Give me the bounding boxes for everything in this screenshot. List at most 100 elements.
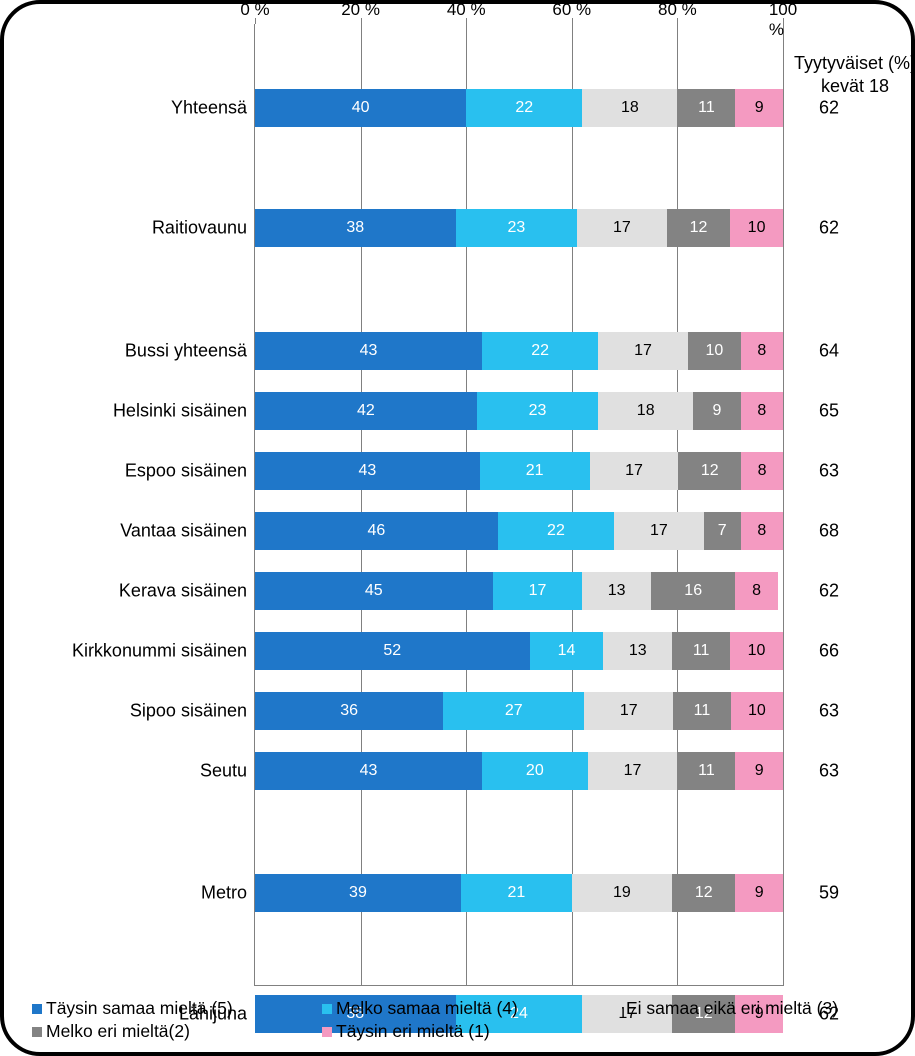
summary-header-line2: kevät 18 xyxy=(821,76,889,96)
legend-item: Melko eri mieltä(2) xyxy=(32,1021,292,1042)
bar-segment: 20 xyxy=(482,752,588,790)
bar-segment: 21 xyxy=(461,874,572,912)
legend-label: Täysin eri mieltä (1) xyxy=(336,1021,490,1042)
axis-tick-label: 0 % xyxy=(240,0,269,20)
bar-segment: 45 xyxy=(255,572,493,610)
summary-value: 62 xyxy=(819,98,839,119)
summary-value: 65 xyxy=(819,401,839,422)
legend-swatch xyxy=(32,1027,42,1037)
bar-segment: 46 xyxy=(255,512,498,550)
legend-row: Täysin samaa mieltä (5) Melko samaa mielt… xyxy=(32,998,883,1019)
axis-tick-label: 100 % xyxy=(769,0,797,40)
legend-item: Täysin samaa mieltä (5) xyxy=(32,998,292,1019)
legend-label: Melko eri mieltä(2) xyxy=(46,1021,190,1042)
bar-segment: 8 xyxy=(741,392,783,430)
bar-segment: 9 xyxy=(735,874,783,912)
bar-segment: 17 xyxy=(590,452,679,490)
bar-segment: 17 xyxy=(584,692,673,730)
bar-segment: 8 xyxy=(741,452,783,490)
category-label: Kerava sisäinen xyxy=(17,581,247,602)
bar-segment: 17 xyxy=(493,572,583,610)
bar-row: Seutu43201711963 xyxy=(255,752,783,790)
summary-value: 63 xyxy=(819,761,839,782)
legend-row: Melko eri mieltä(2) Täysin eri mieltä (1) xyxy=(32,1021,883,1042)
axis-tick-label: 60 % xyxy=(552,0,591,20)
bar-segment: 19 xyxy=(572,874,672,912)
bar-segment: 17 xyxy=(577,209,667,247)
bar-segment: 22 xyxy=(498,512,614,550)
bar-row: Yhteensä40221811962 xyxy=(255,89,783,127)
bar-segment: 38 xyxy=(255,209,456,247)
bar-segment: 9 xyxy=(735,89,783,127)
bar-segment: 43 xyxy=(255,452,480,490)
bar-segment: 11 xyxy=(673,692,731,730)
bar-row: Kerava sisäinen45171316862 xyxy=(255,572,783,610)
bar-segment: 21 xyxy=(480,452,590,490)
grid-line xyxy=(572,24,573,985)
bar-segment: 12 xyxy=(667,209,730,247)
legend-label: Ei samaa eikä eri mieltä (3) xyxy=(626,998,838,1019)
legend-swatch xyxy=(322,1027,332,1037)
plot-area: 0 %20 %40 %60 %80 %100 %Yhteensä40221811… xyxy=(254,24,784,986)
bar-segment: 39 xyxy=(255,874,461,912)
bar-segment: 9 xyxy=(735,752,783,790)
category-label: Raitiovaunu xyxy=(17,218,247,239)
legend-swatch xyxy=(32,1004,42,1014)
bar-segment: 27 xyxy=(443,692,584,730)
summary-header-line1: Tyytyväiset (%) xyxy=(794,53,915,73)
legend-item: Täysin eri mieltä (1) xyxy=(322,1021,582,1042)
bar-segment: 13 xyxy=(582,572,651,610)
category-label: Vantaa sisäinen xyxy=(17,521,247,542)
category-label: Helsinki sisäinen xyxy=(17,401,247,422)
bar-segment: 22 xyxy=(466,89,582,127)
bar-segment: 8 xyxy=(741,332,783,370)
summary-value: 64 xyxy=(819,341,839,362)
bar-segment: 13 xyxy=(603,632,672,670)
bar-row: Espoo sisäinen43211712863 xyxy=(255,452,783,490)
bar-segment: 8 xyxy=(735,572,777,610)
legend-item: Melko samaa mieltä (4) xyxy=(322,998,582,1019)
bar-segment: 12 xyxy=(678,452,741,490)
bar-segment: 10 xyxy=(731,692,783,730)
bar-segment: 52 xyxy=(255,632,530,670)
grid-line xyxy=(466,24,467,985)
bar-segment: 23 xyxy=(456,209,577,247)
category-label: Bussi yhteensä xyxy=(17,341,247,362)
bar-row: Helsinki sisäinen4223189865 xyxy=(255,392,783,430)
axis-tick-label: 80 % xyxy=(658,0,697,20)
bar-segment: 42 xyxy=(255,392,477,430)
summary-value: 68 xyxy=(819,521,839,542)
bar-segment: 17 xyxy=(598,332,688,370)
bar-row: Sipoo sisäinen362717111063 xyxy=(255,692,783,730)
summary-value: 62 xyxy=(819,218,839,239)
bar-row: Raitiovaunu382317121062 xyxy=(255,209,783,247)
summary-value: 66 xyxy=(819,641,839,662)
bar-segment: 10 xyxy=(730,209,783,247)
chart-frame: 0 %20 %40 %60 %80 %100 %Yhteensä40221811… xyxy=(0,0,915,1056)
category-label: Metro xyxy=(17,883,247,904)
bar-segment: 18 xyxy=(582,89,677,127)
bar-segment: 8 xyxy=(741,512,783,550)
category-label: Kirkkonummi sisäinen xyxy=(17,641,247,662)
summary-column-header: Tyytyväiset (%) kevät 18 xyxy=(790,52,915,97)
legend-label: Melko samaa mieltä (4) xyxy=(336,998,518,1019)
bar-segment: 12 xyxy=(672,874,735,912)
category-label: Seutu xyxy=(17,761,247,782)
category-label: Sipoo sisäinen xyxy=(17,701,247,722)
bar-segment: 9 xyxy=(693,392,741,430)
bar-segment: 11 xyxy=(677,89,735,127)
legend-swatch xyxy=(322,1004,332,1014)
bar-segment: 7 xyxy=(704,512,741,550)
bar-segment: 23 xyxy=(477,392,598,430)
legend: Täysin samaa mieltä (5) Melko samaa mielt… xyxy=(32,996,883,1042)
bar-segment: 43 xyxy=(255,332,482,370)
category-label: Espoo sisäinen xyxy=(17,461,247,482)
summary-value: 62 xyxy=(819,581,839,602)
legend-item: Ei samaa eikä eri mieltä (3) xyxy=(612,998,872,1019)
summary-value: 63 xyxy=(819,701,839,722)
bar-row: Kirkkonummi sisäinen521413111066 xyxy=(255,632,783,670)
bar-segment: 11 xyxy=(672,632,730,670)
bar-segment: 17 xyxy=(588,752,678,790)
axis-tick-label: 40 % xyxy=(447,0,486,20)
bar-segment: 17 xyxy=(614,512,704,550)
